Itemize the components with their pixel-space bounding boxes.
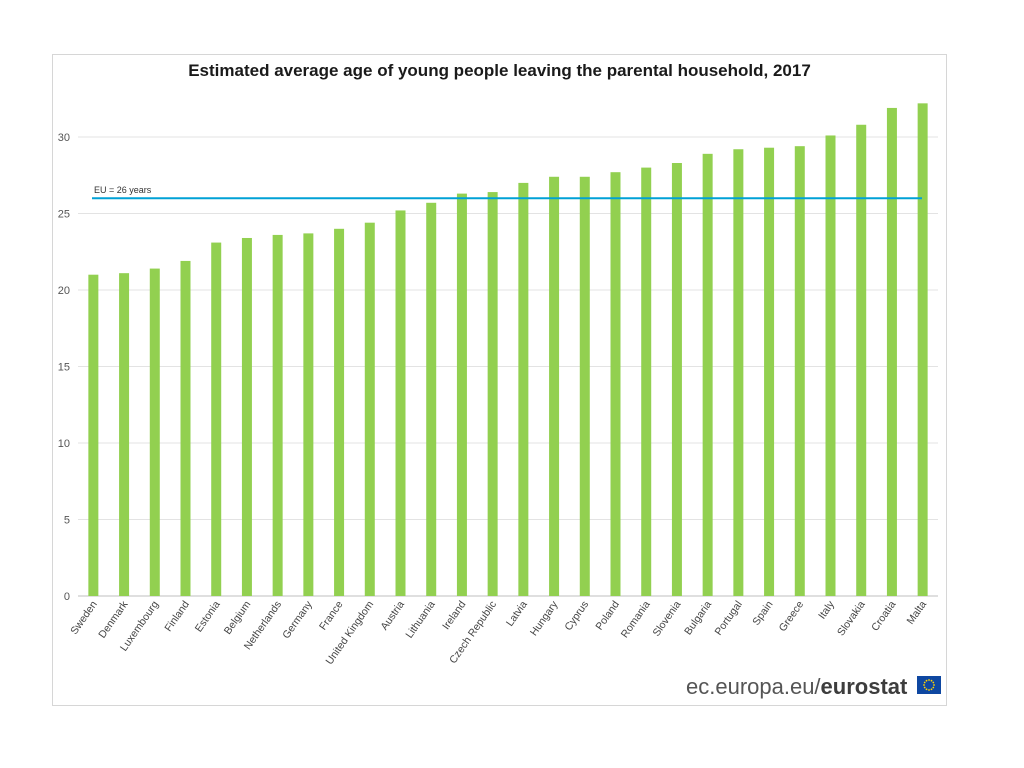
x-tick-label: Greece bbox=[777, 599, 807, 634]
eu-stars bbox=[923, 679, 935, 691]
eu-average-label: EU = 26 years bbox=[94, 185, 152, 195]
x-tick-label: Belgium bbox=[222, 599, 254, 637]
x-tick-label: Cyprus bbox=[562, 599, 591, 633]
x-tick-label: Sweden bbox=[68, 599, 100, 637]
x-tick-label: Malta bbox=[905, 599, 930, 627]
x-tick-label: Lithuania bbox=[403, 599, 437, 641]
bar bbox=[211, 242, 222, 596]
x-tick-label: Italy bbox=[816, 598, 837, 621]
x-tick-label: Slovenia bbox=[650, 599, 683, 639]
bar bbox=[610, 172, 621, 596]
x-tick-label: France bbox=[317, 599, 346, 633]
bar bbox=[487, 192, 498, 596]
bar bbox=[334, 228, 345, 597]
x-tick-label: Croatia bbox=[869, 599, 898, 634]
bar bbox=[241, 237, 252, 597]
y-tick-label: 5 bbox=[64, 515, 70, 527]
bar bbox=[149, 268, 160, 596]
bar bbox=[886, 107, 897, 597]
bar bbox=[395, 210, 406, 596]
eurostat-logo: ec.europa.eu/eurostat bbox=[686, 674, 907, 700]
bar bbox=[917, 103, 928, 596]
x-tick-label: Poland bbox=[593, 599, 622, 633]
x-tick-label: Spain bbox=[750, 599, 775, 628]
y-axis-ticks: 0 5 10 15 20 25 30 bbox=[58, 132, 70, 603]
bar bbox=[364, 222, 375, 596]
brand-name: eurostat bbox=[820, 674, 908, 699]
x-tick-label: Finland bbox=[162, 599, 192, 634]
site-url: ec.europa.eu/ bbox=[686, 674, 821, 699]
x-tick-label: Ireland bbox=[440, 599, 468, 632]
bar bbox=[733, 149, 744, 597]
bar bbox=[456, 193, 467, 597]
bar bbox=[518, 182, 529, 596]
x-tick-label: Portugal bbox=[713, 599, 745, 638]
y-tick-label: 30 bbox=[58, 132, 70, 144]
y-tick-label: 10 bbox=[58, 438, 70, 450]
x-tick-label: Slovakia bbox=[835, 599, 868, 639]
eu-flag-icon bbox=[917, 676, 941, 694]
x-tick-label: Hungary bbox=[528, 598, 561, 638]
bars bbox=[88, 103, 928, 597]
bar bbox=[671, 163, 682, 596]
bar bbox=[549, 176, 560, 596]
bar bbox=[641, 167, 652, 596]
x-tick-label: Austria bbox=[378, 599, 407, 633]
bar bbox=[426, 202, 437, 597]
bar bbox=[303, 233, 314, 596]
bar bbox=[119, 273, 130, 596]
bar bbox=[794, 146, 805, 596]
bar bbox=[180, 260, 191, 596]
y-tick-label: 15 bbox=[58, 362, 70, 374]
bar bbox=[764, 147, 775, 596]
x-tick-label: Romania bbox=[619, 599, 653, 640]
bar bbox=[825, 135, 836, 596]
bar bbox=[88, 274, 99, 596]
x-tick-label: Estonia bbox=[193, 599, 223, 635]
bar bbox=[856, 124, 867, 596]
x-tick-label: Latvia bbox=[504, 599, 530, 629]
bar bbox=[702, 153, 713, 596]
x-tick-label: Germany bbox=[280, 598, 315, 641]
x-tick-label: Bulgaria bbox=[682, 599, 714, 638]
gridlines bbox=[78, 136, 938, 597]
y-tick-label: 25 bbox=[58, 209, 70, 221]
y-tick-label: 0 bbox=[64, 591, 70, 603]
bar bbox=[579, 176, 590, 596]
bar bbox=[272, 234, 283, 597]
y-tick-label: 20 bbox=[58, 285, 70, 297]
chart-title: Estimated average age of young people le… bbox=[188, 61, 811, 80]
eu-reference: EU = 26 years bbox=[92, 185, 922, 200]
